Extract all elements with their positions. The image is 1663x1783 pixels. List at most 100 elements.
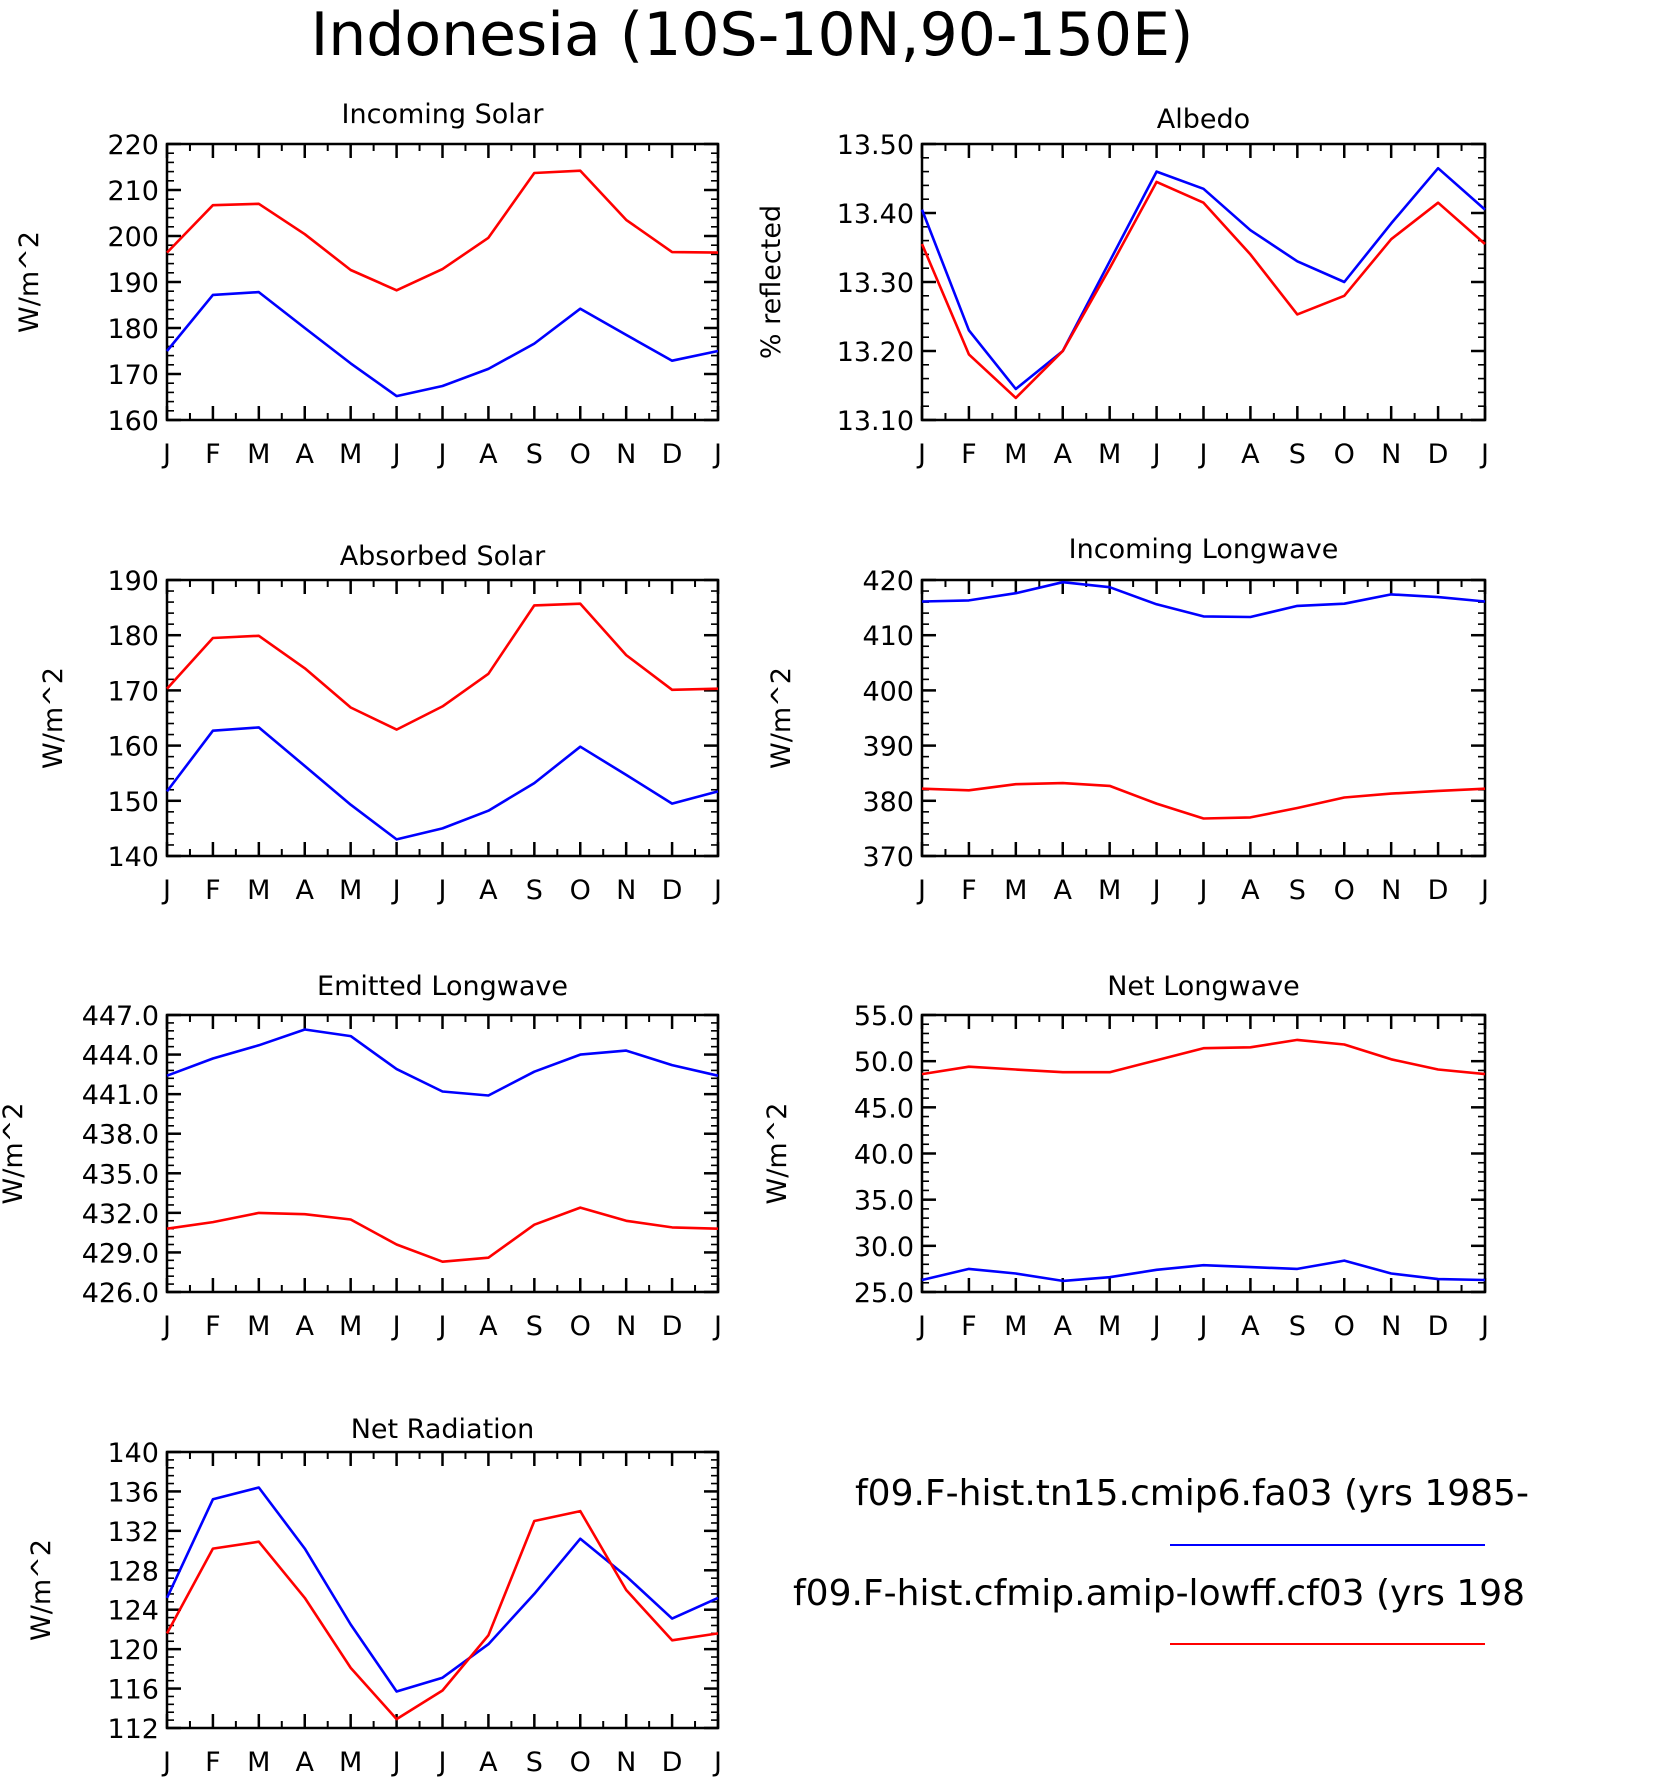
x-tick-label: A <box>479 875 498 906</box>
y-tick-label: 160 <box>107 406 159 437</box>
x-tick-label: O <box>570 1311 591 1342</box>
panel-2: J F M A M J J A S O N D J140150160170180190Absorbed … <box>38 541 722 906</box>
x-tick-label: J <box>1151 875 1161 906</box>
y-tick-label: 426.0 <box>82 1278 159 1309</box>
y-tick-label: 140 <box>107 1438 159 1469</box>
x-tick-label: J <box>1198 875 1208 906</box>
panel-title: Emitted Longwave <box>317 971 568 1002</box>
series-line-1 <box>165 1509 719 1721</box>
x-tick-label: J <box>437 875 447 906</box>
x-tick-label: S <box>526 439 543 470</box>
series-line-1 <box>921 1038 1486 1076</box>
x-tick-label: J <box>1198 1311 1208 1342</box>
x-tick-label: J <box>437 1747 447 1778</box>
y-tick-label: 116 <box>107 1675 159 1706</box>
x-tick-label: J <box>391 875 401 906</box>
x-tick-label: D <box>662 1747 683 1778</box>
x-tick-label: O <box>570 1747 591 1778</box>
y-tick-label: 13.10 <box>837 406 914 437</box>
x-tick-label: J <box>391 1747 401 1778</box>
x-tick-label: S <box>1289 439 1306 470</box>
x-tick-label: J <box>1479 1311 1489 1342</box>
x-tick-label: J <box>916 1311 926 1342</box>
x-tick-label: A <box>479 439 498 470</box>
y-tick-label: 136 <box>107 1477 159 1508</box>
y-tick-label: 447.0 <box>82 1001 159 1032</box>
x-tick-label: D <box>1428 1311 1449 1342</box>
panel-title: Absorbed Solar <box>340 541 546 572</box>
y-tick-label: 429.0 <box>82 1238 159 1269</box>
y-tick-label: 160 <box>107 732 159 763</box>
y-tick-label: 410 <box>862 621 914 652</box>
panels: J F M A M J J A S O N D J160170180190200210220Incomi… <box>0 99 1489 1778</box>
x-tick-label: J <box>916 875 926 906</box>
y-tick-label: 40.0 <box>854 1140 914 1171</box>
x-tick-label: J <box>391 439 401 470</box>
x-tick-label: M <box>247 1747 270 1778</box>
x-tick-label: J <box>712 1747 722 1778</box>
y-tick-label: 180 <box>107 621 159 652</box>
y-tick-label: 45.0 <box>854 1093 914 1124</box>
y-tick-label: 220 <box>107 130 159 161</box>
y-axis-label: W/m^2 <box>38 667 69 769</box>
x-tick-label: A <box>479 1311 498 1342</box>
y-tick-label: 170 <box>107 676 159 707</box>
x-tick-label: S <box>526 1747 543 1778</box>
x-tick-label: D <box>662 1311 683 1342</box>
x-tick-label: M <box>247 1311 270 1342</box>
x-tick-label: M <box>339 1747 362 1778</box>
y-axis-label: W/m^2 <box>762 1103 793 1205</box>
x-tick-label: F <box>205 1747 221 1778</box>
y-tick-label: 380 <box>862 787 914 818</box>
y-tick-label: 50.0 <box>854 1047 914 1078</box>
panel-title: Albedo <box>1157 104 1250 135</box>
y-tick-label: 435.0 <box>82 1159 159 1190</box>
y-tick-label: 370 <box>862 842 914 873</box>
x-tick-label: M <box>339 439 362 470</box>
panel-5: J F M A M J J A S O N D J25.030.035.040.045.050.055.… <box>762 971 1489 1342</box>
y-tick-label: 190 <box>107 268 159 299</box>
y-tick-label: 13.50 <box>837 130 914 161</box>
panel-0: J F M A M J J A S O N D J160170180190200210220Incomi… <box>14 99 722 470</box>
x-tick-label: M <box>247 439 270 470</box>
x-tick-label: J <box>1479 439 1489 470</box>
x-tick-label: S <box>1289 1311 1306 1342</box>
x-tick-label: O <box>1334 875 1355 906</box>
panel-title: Net Radiation <box>351 1414 535 1445</box>
y-tick-label: 124 <box>107 1596 159 1627</box>
x-tick-label: D <box>662 875 683 906</box>
series-line-1 <box>166 1206 719 1263</box>
x-tick-label: A <box>479 1747 498 1778</box>
x-tick-label: A <box>1054 1311 1073 1342</box>
x-tick-label: O <box>1334 439 1355 470</box>
x-tick-label: A <box>296 1747 315 1778</box>
y-tick-label: 35.0 <box>854 1186 914 1217</box>
x-tick-label: O <box>570 439 591 470</box>
y-tick-label: 432.0 <box>82 1199 159 1230</box>
y-tick-label: 150 <box>107 787 159 818</box>
x-tick-label: J <box>161 1747 171 1778</box>
y-tick-label: 13.30 <box>837 268 914 299</box>
x-tick-label: M <box>1098 439 1121 470</box>
x-tick-label: J <box>437 439 447 470</box>
series-line-1 <box>166 602 719 731</box>
plot-frame <box>165 578 720 858</box>
panel-title: Incoming Longwave <box>1069 534 1339 565</box>
x-tick-label: A <box>1054 875 1073 906</box>
x-tick-label: A <box>1241 875 1260 906</box>
y-tick-label: 120 <box>107 1635 159 1666</box>
x-tick-label: M <box>1004 439 1027 470</box>
series-line-0 <box>165 290 719 398</box>
x-tick-label: M <box>339 1311 362 1342</box>
x-tick-label: N <box>616 1747 636 1778</box>
y-tick-label: 112 <box>107 1714 159 1745</box>
x-tick-label: J <box>712 1311 722 1342</box>
y-tick-label: 128 <box>107 1556 159 1587</box>
x-tick-label: J <box>437 1311 447 1342</box>
y-tick-label: 25.0 <box>854 1278 914 1309</box>
x-tick-label: J <box>1151 1311 1161 1342</box>
x-tick-label: M <box>1098 875 1121 906</box>
x-tick-label: J <box>712 875 722 906</box>
panel-3: J F M A M J J A S O N D J370380390400410420Incoming … <box>766 534 1489 906</box>
